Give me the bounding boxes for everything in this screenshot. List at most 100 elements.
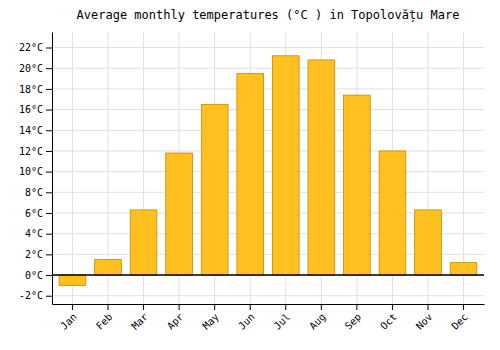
x-tick-line	[179, 304, 180, 310]
y-tick-label: 16°C	[19, 104, 43, 115]
x-tick-line	[108, 304, 109, 310]
y-tick-label: 8°C	[25, 187, 43, 198]
x-axis-line	[53, 304, 485, 305]
y-tick-line	[46, 110, 52, 111]
y-grid-line	[52, 192, 484, 193]
y-tick-line	[46, 48, 52, 49]
bar	[95, 260, 122, 276]
y-grid-line	[52, 295, 484, 296]
x-tick-label: Mar	[129, 311, 150, 332]
x-tick-label: May	[200, 311, 221, 332]
x-tick-label: Jul	[272, 311, 293, 332]
y-grid-line	[52, 47, 484, 48]
x-tick-line	[250, 304, 251, 310]
x-tick-line	[72, 304, 73, 310]
x-tick-label: Oct	[378, 311, 399, 332]
bar	[237, 73, 264, 275]
bar	[379, 151, 406, 275]
x-tick-label: Jan	[58, 311, 79, 332]
x-tick-line	[214, 304, 215, 310]
zero-line	[52, 274, 484, 276]
y-grid-line	[52, 150, 484, 151]
x-tick: Nov	[414, 304, 435, 332]
y-tick-line	[46, 213, 52, 214]
x-tick: Sep	[343, 304, 364, 332]
y-tick-label: 14°C	[19, 125, 43, 136]
y-tick-label: -2°C	[19, 290, 43, 301]
y-tick-line	[46, 151, 52, 152]
grid	[52, 32, 484, 304]
x-tick-label: Jun	[236, 311, 257, 332]
y-tick-line	[46, 130, 52, 131]
y-grid-line	[52, 88, 484, 89]
y-tick: -2°C	[19, 290, 52, 301]
bar	[344, 95, 371, 275]
y-axis-line	[52, 33, 53, 305]
y-tick-label: 6°C	[25, 208, 43, 219]
x-tick-label: Sep	[343, 311, 364, 332]
y-tick: 2°C	[25, 249, 52, 260]
x-tick-line	[428, 304, 429, 310]
y-tick: 6°C	[25, 208, 52, 219]
bars	[59, 56, 477, 286]
y-tick-label: 18°C	[19, 84, 43, 95]
y-tick-label: 2°C	[25, 249, 43, 260]
y-tick-label: 0°C	[25, 270, 43, 281]
y-tick-line	[46, 234, 52, 235]
x-tick-label: Apr	[165, 311, 186, 332]
y-grid-line	[52, 130, 484, 131]
y-tick-line	[46, 172, 52, 173]
y-tick: 20°C	[19, 63, 52, 74]
y-grid-line	[52, 275, 484, 276]
x-tick-label: Nov	[414, 311, 435, 332]
y-tick: 8°C	[25, 187, 52, 198]
y-grid-line	[52, 109, 484, 110]
y-tick-line	[46, 68, 52, 69]
x-tick-line	[143, 304, 144, 310]
y-tick: 22°C	[19, 42, 52, 53]
y-tick: 4°C	[25, 228, 52, 239]
chart-svg: -2°C 0°C 2°C 4°C 6°C 8°C 10°C 12°C 14°C 16°C 18°C 2…	[0, 0, 500, 350]
bar	[201, 104, 228, 275]
y-tick-line	[46, 89, 52, 90]
y-tick: 12°C	[19, 146, 52, 157]
bar	[308, 60, 335, 275]
y-tick-label: 22°C	[19, 42, 43, 53]
x-tick-line	[463, 304, 464, 310]
x-tick-line	[356, 304, 357, 310]
x-tick: Jan	[58, 304, 79, 332]
y-tick: 10°C	[19, 166, 52, 177]
x-tick: Mar	[129, 304, 150, 332]
x-axis: Jan Feb Mar Apr May Jun Jul Aug Sep Oct Nov Dec	[53, 304, 485, 332]
bar	[272, 56, 299, 275]
y-tick: 0°C	[25, 270, 52, 281]
y-grid-line	[52, 171, 484, 172]
bar	[166, 153, 193, 275]
x-tick: Jul	[272, 304, 293, 332]
plot: -2°C 0°C 2°C 4°C 6°C 8°C 10°C 12°C 14°C 16°C 18°C 2…	[19, 32, 485, 332]
y-tick-label: 4°C	[25, 228, 43, 239]
y-tick-line	[46, 296, 52, 297]
x-tick: Dec	[449, 304, 470, 332]
x-tick: May	[200, 304, 221, 332]
y-tick-line	[46, 275, 52, 276]
y-tick-line	[46, 192, 52, 193]
y-axis: -2°C 0°C 2°C 4°C 6°C 8°C 10°C 12°C 14°C 16°C 18°C 2…	[19, 33, 53, 305]
y-tick: 14°C	[19, 125, 52, 136]
y-grid-line	[52, 68, 484, 69]
chart-container: -2°C 0°C 2°C 4°C 6°C 8°C 10°C 12°C 14°C 16°C 18°C 2…	[0, 0, 500, 350]
x-tick: Feb	[94, 304, 115, 332]
x-tick: Oct	[378, 304, 399, 332]
x-tick: Jun	[236, 304, 257, 332]
bar	[450, 263, 477, 275]
bar	[415, 210, 442, 275]
bar	[130, 210, 157, 275]
y-tick: 18°C	[19, 84, 52, 95]
x-tick-label: Feb	[94, 311, 115, 332]
y-tick-label: 12°C	[19, 146, 43, 157]
y-tick: 16°C	[19, 104, 52, 115]
x-tick-label: Aug	[307, 311, 328, 332]
x-tick: Aug	[307, 304, 328, 332]
x-tick-line	[321, 304, 322, 310]
x-tick-line	[285, 304, 286, 310]
